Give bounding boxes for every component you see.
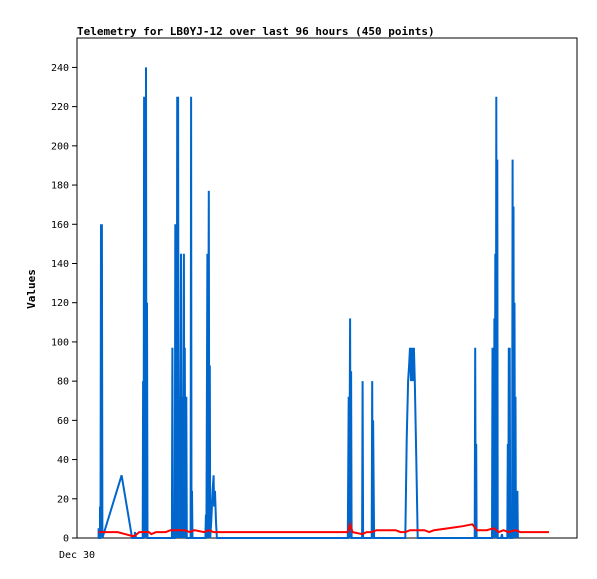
y-tick-label-40: 40 [57, 455, 69, 466]
y-tick-label-120: 120 [51, 298, 69, 309]
y-tick-label-80: 80 [57, 377, 69, 388]
y-tick-label-180: 180 [51, 181, 69, 192]
series-line-1 [98, 520, 549, 537]
y-tick-label-140: 140 [51, 259, 69, 270]
y-tick-label-60: 60 [57, 416, 69, 427]
x-axis: Dec 30 [59, 550, 95, 561]
plot-area [76, 37, 578, 539]
y-tick-label-200: 200 [51, 141, 69, 152]
y-tick-label-220: 220 [51, 102, 69, 113]
y-tick-label-100: 100 [51, 337, 69, 348]
y-tick-label-240: 240 [51, 63, 69, 74]
chart-title: Telemetry for LB0YJ-12 over last 96 hour… [77, 25, 435, 38]
series-layer [97, 67, 549, 539]
y-tick-label-0: 0 [63, 534, 69, 545]
y-axis-label: Values [25, 269, 38, 309]
x-tick-label-0: Dec 30 [59, 550, 95, 561]
y-axis: 0 20 40 60 80 100 120 140 160 180 200 220 240 [51, 63, 77, 545]
y-tick-label-160: 160 [51, 220, 69, 231]
series-line-0 [97, 67, 519, 539]
y-tick-label-20: 20 [57, 494, 69, 505]
